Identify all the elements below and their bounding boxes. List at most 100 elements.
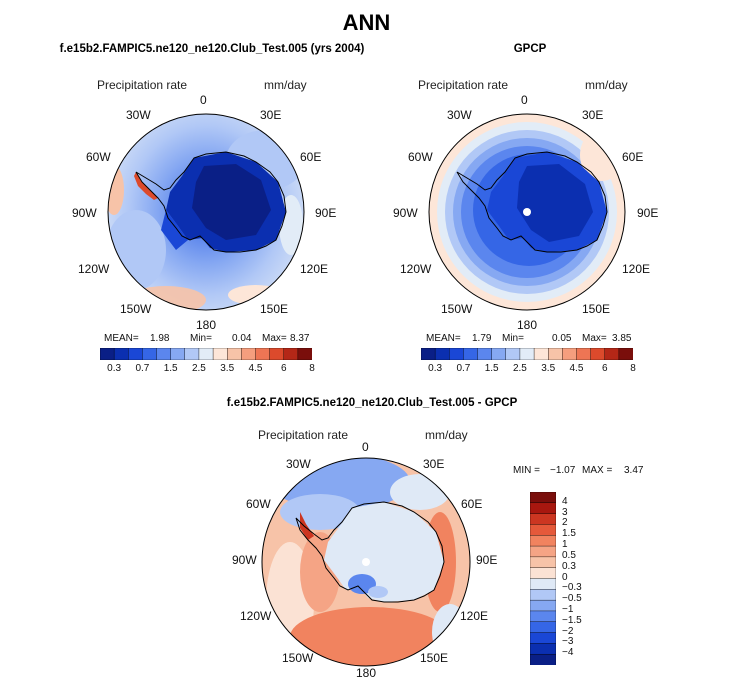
panel-3-field-label: Precipitation rate (258, 428, 349, 442)
colorbar-1-swatch (113, 348, 129, 360)
colorbar-2-swatch (618, 348, 633, 360)
colorbar-2-swatch (533, 348, 549, 360)
panel-1-map (107, 113, 305, 311)
colorbar-3-tick-label: −4 (562, 647, 574, 659)
colorbar-3-swatch (530, 621, 556, 634)
colorbar-2-tick-label: 3.5 (541, 363, 556, 374)
colorbar-1-swatch (283, 348, 299, 360)
colorbar-1-swatch (255, 348, 271, 360)
panel-2-lon-180: 180 (517, 318, 538, 332)
colorbar-3-swatch (530, 556, 556, 569)
colorbar-1-swatch (184, 348, 200, 360)
colorbar-3-swatch (530, 632, 556, 644)
colorbar-2-swatch (590, 348, 606, 360)
colorbar-3-swatch (530, 513, 556, 525)
colorbar-2-swatch (463, 348, 479, 360)
panel-3-lon-90w: 90W (232, 553, 257, 567)
colorbar-3-swatch (530, 492, 556, 504)
colorbar-3-tick-label: 2 (562, 517, 568, 529)
panel-3-lon-180: 180 (356, 666, 377, 680)
panel-1-lon-90w: 90W (72, 206, 97, 220)
colorbar-3-swatch (530, 599, 556, 612)
colorbar-2-tick-label: 0.3 (428, 363, 443, 374)
panel-3-units: mm/day (425, 428, 468, 442)
colorbar-2-swatch (604, 348, 620, 360)
panel-3-max-value: 3.47 (624, 465, 644, 476)
panel-2-mean-value: 1.79 (472, 333, 492, 344)
colorbar-3-swatch (530, 502, 556, 515)
colorbar-3-swatch (530, 589, 556, 601)
panel-2-lon-60w: 60W (408, 150, 433, 164)
colorbar-3-tick-label: 3 (562, 506, 568, 518)
colorbar-3-tick-label: 4 (562, 495, 568, 507)
panel-3-lon-0: 0 (362, 440, 369, 454)
panel-3-lon-60e: 60E (461, 497, 483, 511)
panel-1-colorbar (100, 348, 312, 360)
colorbar-3-tick-label: 0.5 (562, 549, 576, 561)
colorbar-3-swatch (530, 535, 556, 547)
colorbar-1-tick-label: 1.5 (163, 363, 178, 374)
panel-3-lon-120w: 120W (240, 609, 272, 623)
colorbar-1-swatch (198, 348, 214, 360)
panel-3-colorbar (530, 492, 556, 665)
panel-3-lon-150w: 150W (282, 651, 314, 665)
panel-2-title: GPCP (513, 43, 547, 55)
panel-2-lon-120e: 120E (622, 262, 651, 276)
panel-2-min-label: Min= (502, 333, 524, 344)
panel-1-lon-120e: 120E (300, 262, 329, 276)
panel-1-units: mm/day (264, 78, 307, 92)
panel-1-lon-30w: 30W (126, 108, 151, 122)
panel-3-lon-150e: 150E (420, 651, 449, 665)
panel-2-lon-90e: 90E (637, 206, 659, 220)
panel-1-max-label: Max= (262, 333, 287, 344)
colorbar-1-swatch (269, 348, 285, 360)
panel-3-lon-60w: 60W (246, 497, 271, 511)
panel-2-units: mm/day (585, 78, 628, 92)
colorbar-1-tick-label: 3.5 (220, 363, 235, 374)
colorbar-3-tick-label: 0 (562, 571, 568, 583)
colorbar-2-swatch (519, 348, 535, 360)
colorbar-2-swatch (449, 348, 464, 360)
figure-title: ANN (342, 10, 391, 35)
colorbar-1-swatch (226, 348, 242, 360)
colorbar-1-swatch (297, 348, 312, 360)
colorbar-2-swatch (421, 348, 436, 360)
panel-2-lon-30e: 30E (582, 108, 604, 122)
colorbar-3-swatch (530, 567, 556, 580)
colorbar-3-tick-label: −1 (562, 603, 574, 615)
colorbar-3-tick-label: −1.5 (562, 614, 582, 626)
colorbar-2-tick-label: 6 (601, 363, 608, 374)
panel-3-title: f.e15b2.FAMPIC5.ne120_ne120.Club_Test.00… (226, 397, 518, 409)
colorbar-3-swatch (530, 524, 556, 536)
colorbar-1-swatch (142, 348, 158, 360)
colorbar-3-tick-label: 1.5 (562, 528, 576, 540)
colorbar-2-swatch (576, 348, 592, 360)
colorbar-3-swatch (530, 545, 556, 558)
panel-2-max-label: Max= (582, 333, 607, 344)
colorbar-2-tick-label: 0.7 (456, 363, 471, 374)
colorbar-1-swatch (241, 348, 256, 360)
colorbar-1-swatch (170, 348, 186, 360)
panel-2-lon-150w: 150W (441, 302, 473, 316)
panel-1-min-label: Min= (190, 333, 212, 344)
panel-2-min-value: 0.05 (552, 333, 572, 344)
panel-1-lon-150w: 150W (120, 302, 152, 316)
panel-3-min-label: MIN = (513, 465, 540, 476)
colorbar-2-tick-label: 1.5 (484, 363, 499, 374)
colorbar-2-swatch (434, 348, 450, 360)
panel-1-min-value: 0.04 (232, 333, 252, 344)
colorbar-2-tick-label: 8 (630, 363, 636, 374)
panel-1-lon-0: 0 (200, 93, 207, 107)
panel-1-lon-30e: 30E (260, 108, 282, 122)
panel-1-lon-60e: 60E (300, 150, 322, 164)
colorbar-1-tick-label: 8 (309, 363, 315, 374)
panel-2-lon-0: 0 (521, 93, 528, 107)
colorbar-1-tick-label: 4.5 (248, 363, 263, 374)
colorbar-3-tick-label: 0.3 (562, 560, 576, 572)
panel-1-mean-value: 1.98 (150, 333, 170, 344)
panel-2-field-label: Precipitation rate (418, 78, 509, 92)
colorbar-1-swatch (156, 348, 172, 360)
panel-1-lon-120w: 120W (78, 262, 110, 276)
panel-1-title: f.e15b2.FAMPIC5.ne120_ne120.Club_Test.00… (59, 43, 365, 55)
panel-2-lon-90w: 90W (393, 206, 418, 220)
